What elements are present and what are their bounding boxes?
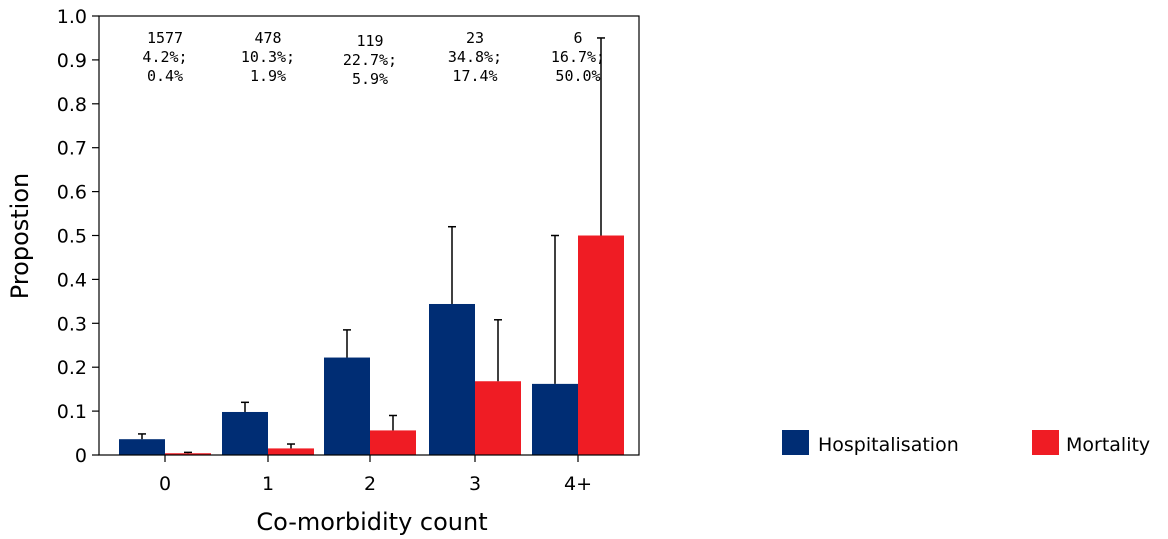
annotation-text: 16.7%;: [551, 48, 605, 66]
annotation-text: 17.4%: [452, 67, 497, 85]
y-axis-title: Propostion: [6, 173, 34, 299]
bar-hospitalisation-4: [532, 383, 578, 455]
axes: 00.10.20.30.40.50.60.70.80.91.00 1 2 3 4+: [57, 6, 640, 495]
x-axis-title: Co-morbidity count: [256, 508, 487, 536]
annotation-text: 50.0%: [555, 67, 600, 85]
y-tick-label: 0.9: [57, 50, 87, 72]
bar-hospitalisation-3: [429, 303, 475, 455]
annotation-text: 22.7%;: [343, 51, 397, 69]
bar-hospitalisation-2: [324, 357, 370, 455]
legend-label-hospitalisation: Hospitalisation: [818, 434, 959, 456]
bar-hospitalisation-0: [119, 439, 165, 455]
y-tick-label: 1.0: [57, 6, 87, 28]
x-tick-label: 2: [364, 473, 376, 495]
y-tick-label: 0: [75, 445, 87, 467]
x-tick-label: 0: [159, 473, 171, 495]
y-tick-label: 0.4: [57, 269, 87, 291]
annotation-text: 119: [356, 32, 383, 50]
legend: Hospitalisation Mortality: [782, 430, 1150, 456]
y-tick-label: 0.5: [57, 226, 87, 248]
x-tick-label: 1: [262, 473, 274, 495]
y-tick-label: 0.7: [57, 138, 87, 160]
legend-swatch-mortality: [1032, 430, 1059, 455]
annotation-text: 478: [254, 29, 281, 47]
x-tick-label: 4+: [564, 473, 592, 495]
bar-mortality-0: [165, 453, 211, 455]
annotation-text: 34.8%;: [448, 48, 502, 66]
x-tick-label: 3: [469, 473, 481, 495]
y-tick-label: 0.3: [57, 313, 87, 335]
bar-mortality-3: [475, 381, 521, 455]
annotation-text: 10.3%;: [241, 48, 295, 66]
y-tick-label: 0.1: [57, 401, 87, 423]
y-tick-label: 0.8: [57, 94, 87, 116]
annotation-text: 6: [573, 29, 582, 47]
annotation-text: 23: [466, 29, 484, 47]
annotation-text: 1577: [147, 29, 183, 47]
legend-swatch-hospitalisation: [782, 430, 809, 455]
annotation-text: 1.9%: [250, 67, 286, 85]
bar-mortality-1: [268, 448, 314, 455]
annotation-text: 4.2%;: [142, 48, 187, 66]
bar-mortality-4: [578, 235, 624, 455]
annotation-text: 0.4%: [147, 67, 183, 85]
bar-mortality-2: [370, 430, 416, 455]
annotation-text: 5.9%: [352, 70, 388, 88]
y-tick-label: 0.2: [57, 357, 87, 379]
plot-area: 15774.2%;0.4%47810.3%;1.9%11922.7%;5.9%2…: [119, 29, 624, 455]
annotation-group-4: 616.7%;50.0%: [551, 29, 605, 85]
legend-label-mortality: Mortality: [1066, 434, 1150, 456]
y-tick-label: 0.6: [57, 182, 87, 204]
bar-hospitalisation-1: [222, 411, 268, 455]
